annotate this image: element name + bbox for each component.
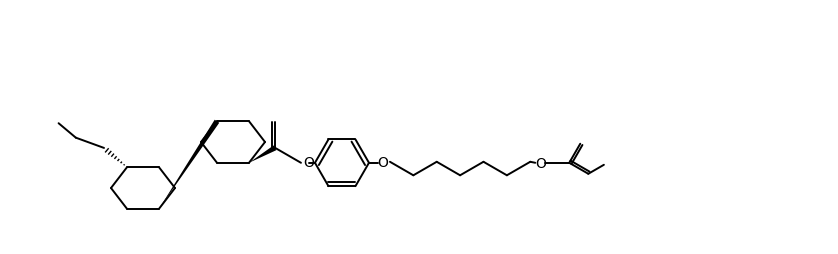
Polygon shape — [249, 145, 277, 163]
Polygon shape — [159, 120, 220, 209]
Text: O: O — [535, 157, 546, 171]
Text: O: O — [378, 156, 388, 170]
Text: O: O — [303, 156, 314, 170]
